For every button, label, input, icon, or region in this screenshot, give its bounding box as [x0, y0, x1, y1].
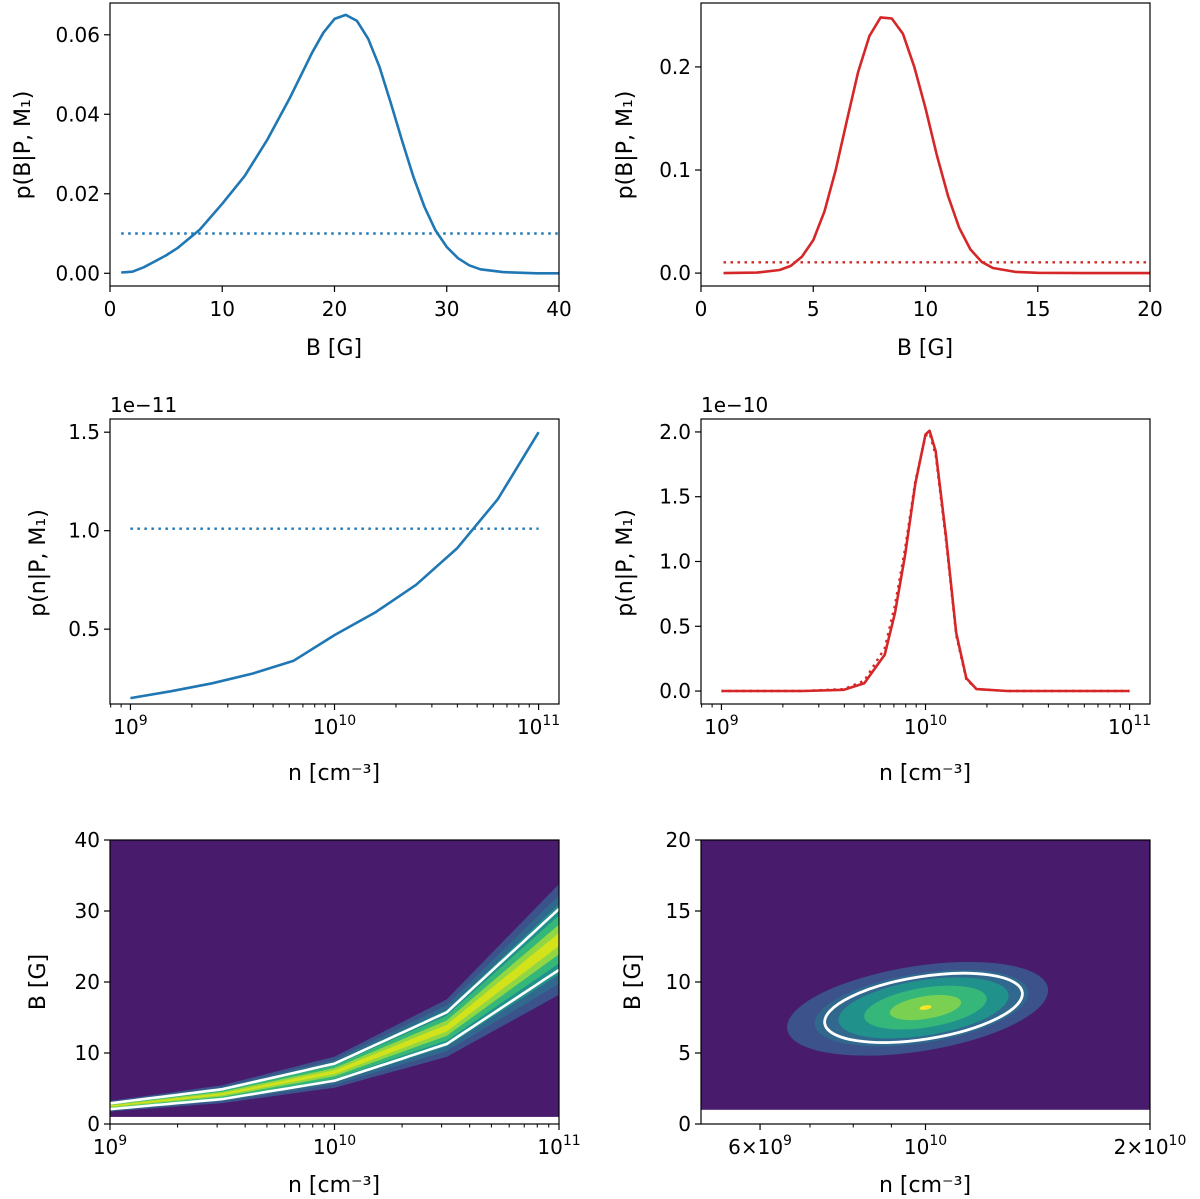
- y-tick-label: 0.0: [659, 679, 691, 703]
- y-tick-label: 10: [75, 1041, 100, 1065]
- y-axis-label: B [G]: [26, 954, 51, 1010]
- sci-offset-label: 1e−10: [701, 393, 768, 417]
- x-tick-label: 1010: [313, 1133, 356, 1159]
- density-curve: [721, 429, 1130, 693]
- x-tick-label: 0: [104, 297, 117, 321]
- y-tick-label: 0.02: [55, 182, 100, 206]
- y-tick-label: 15: [666, 899, 691, 923]
- y-axis-label: p(n|P, M₁): [613, 509, 638, 617]
- x-tick-label: 2×1010: [1114, 1133, 1187, 1159]
- y-tick-label: 0.00: [55, 261, 100, 285]
- marks: [130, 431, 540, 700]
- y-tick-label: 0.2: [659, 55, 691, 79]
- y-tick-label: 30: [75, 899, 100, 923]
- y-tick-label: 1.5: [68, 420, 100, 444]
- panel-b-narrow: 0 5 10 15 20 0.0 0.1 0.2 B [G] p(B|P, M₁): [613, 2, 1163, 361]
- x-axis-label: n [cm⁻³]: [288, 1173, 380, 1198]
- y-tick-label: 0.04: [55, 102, 100, 126]
- panel-joint-wide: 109 1010 1011 0 10 20 30 40 n [cm⁻³] B [G]: [26, 828, 581, 1198]
- y-tick-label: 0: [87, 1112, 100, 1136]
- y-tick-label: 20: [666, 828, 691, 852]
- x-tick-label: 1010: [904, 1133, 947, 1159]
- plot-frame: [700, 2, 1151, 287]
- x-tick-label: 109: [93, 1133, 127, 1159]
- x-tick-label: 30: [434, 297, 459, 321]
- empty-region: [701, 1109, 1150, 1124]
- x-tick-label: 0: [695, 297, 708, 321]
- ticks: 109 1010 1011 0.5 1.0 1.5: [68, 420, 560, 739]
- ticks: 0 5 10 15 20 0.0 0.1 0.2: [659, 55, 1163, 321]
- panel-n-narrow: 109 1010 1011 0.0 0.5 1.0 1.5 2.0 1e−10 n [cm⁻³…: [613, 393, 1151, 786]
- x-tick-label: 1011: [1108, 713, 1151, 739]
- y-tick-label: 0: [678, 1112, 691, 1136]
- contour-fill-1: [110, 884, 559, 1112]
- ticks: 6×109 1010 2×1010 0 5 10 15 20: [666, 828, 1187, 1159]
- x-tick-label: 1010: [904, 713, 947, 739]
- marks: [701, 840, 1150, 1124]
- y-tick-label: 0.1: [659, 158, 691, 182]
- x-tick-label: 1011: [517, 713, 560, 739]
- plot-frame: [109, 418, 560, 705]
- y-tick-label: 2.0: [659, 420, 691, 444]
- credible-contour: [110, 968, 559, 1111]
- y-tick-label: 10: [666, 970, 691, 994]
- x-tick-label: 109: [704, 713, 738, 739]
- panel-joint-narrow: 6×109 1010 2×1010 0 5 10 15 20 n [cm⁻³] B [G]: [621, 828, 1186, 1198]
- y-tick-label: 1.0: [68, 519, 100, 543]
- y-tick-label: 0.5: [659, 614, 691, 638]
- x-tick-label: 10: [210, 297, 235, 321]
- x-axis-label: n [cm⁻³]: [879, 761, 971, 786]
- x-tick-label: 40: [546, 297, 571, 321]
- x-axis-label: n [cm⁻³]: [879, 1173, 971, 1198]
- panel-b-wide: 0 10 20 30 40 0.00 0.02 0.04 0.06 B [G] p(B|P, M…: [11, 2, 572, 361]
- x-tick-label: 1010: [313, 713, 356, 739]
- credible-contour: [110, 907, 559, 1105]
- y-tick-label: 0.06: [55, 23, 100, 47]
- y-tick-label: 0.0: [659, 261, 691, 285]
- panel-n-wide: 109 1010 1011 0.5 1.0 1.5 1e−11 n [cm⁻³] p(n|…: [26, 393, 560, 786]
- ticks: 0 10 20 30 40 0.00 0.02 0.04 0.06: [55, 23, 571, 321]
- y-axis-label: B [G]: [621, 954, 646, 1010]
- density-curve: [130, 431, 540, 700]
- y-tick-label: 20: [75, 970, 100, 994]
- x-axis-label: n [cm⁻³]: [288, 761, 380, 786]
- marks: [723, 16, 1150, 275]
- credible-contour: [823, 971, 1024, 1044]
- y-tick-label: 5: [678, 1041, 691, 1065]
- y-axis-label: p(B|P, M₁): [613, 91, 638, 200]
- x-tick-label: 15: [1025, 297, 1050, 321]
- y-axis-label: p(n|P, M₁): [26, 509, 51, 617]
- y-tick-label: 40: [75, 828, 100, 852]
- y-tick-label: 0.5: [68, 617, 100, 641]
- x-tick-label: 10: [913, 297, 938, 321]
- marks: [110, 840, 559, 1124]
- sci-offset-label: 1e−11: [110, 393, 177, 417]
- x-tick-label: 20: [1137, 297, 1162, 321]
- plot-frame: [109, 2, 560, 287]
- marks: [121, 13, 559, 275]
- reference-line: [721, 432, 1130, 693]
- y-tick-label: 1.0: [659, 550, 691, 574]
- ticks: 109 1010 1011 0 10 20 30 40: [75, 828, 581, 1159]
- x-tick-label: 6×109: [728, 1133, 792, 1159]
- contour-peak: [919, 1005, 932, 1010]
- x-tick-label: 5: [807, 297, 820, 321]
- ticks: 109 1010 1011 0.0 0.5 1.0 1.5 2.0: [659, 420, 1151, 739]
- marks: [721, 429, 1130, 693]
- density-curve: [723, 16, 1150, 275]
- density-curve: [121, 13, 559, 275]
- x-axis-label: B [G]: [306, 336, 362, 361]
- x-axis-label: B [G]: [897, 336, 953, 361]
- x-tick-label: 1011: [537, 1133, 580, 1159]
- plot-frame: [700, 418, 1151, 705]
- x-tick-label: 109: [113, 713, 147, 739]
- y-axis-label: p(B|P, M₁): [11, 91, 36, 200]
- x-tick-label: 20: [322, 297, 347, 321]
- contour-fill-6: [110, 932, 559, 1107]
- y-tick-label: 1.5: [659, 485, 691, 509]
- empty-region: [110, 1116, 559, 1124]
